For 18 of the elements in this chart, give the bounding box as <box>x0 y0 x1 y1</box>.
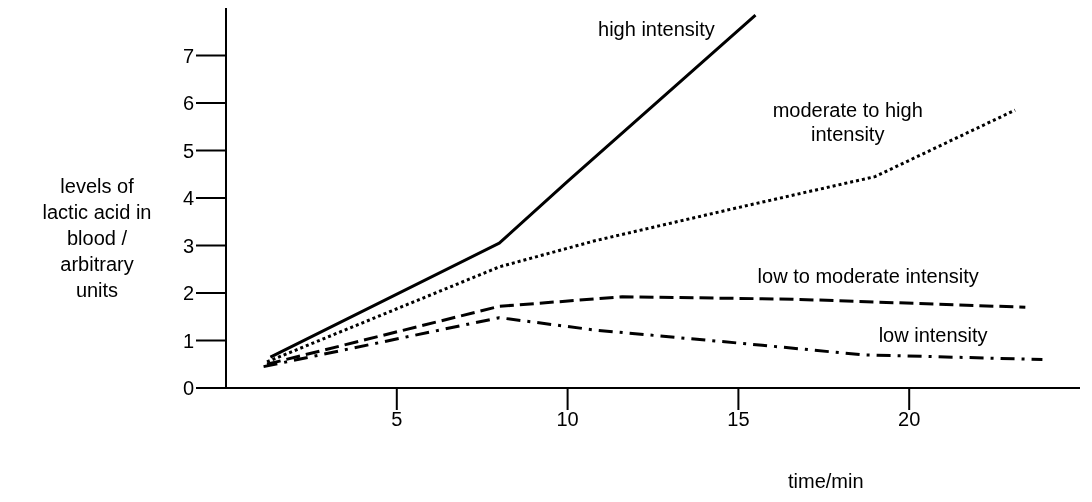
x-tick-label: 10 <box>556 408 579 431</box>
y-tick-label: 3 <box>182 234 194 257</box>
y-axis-title: levels of lactic acid in blood / arbitrary units <box>41 174 153 303</box>
y-tick-label: 4 <box>182 187 194 210</box>
series-label: moderate to high intensity <box>772 99 923 145</box>
series-label: low to moderate intensity <box>757 264 979 287</box>
y-tick-label: 6 <box>182 92 194 115</box>
x-tick-label: 20 <box>898 408 921 431</box>
x-axis-title: time/min <box>788 470 864 493</box>
series-label: high intensity <box>598 18 715 41</box>
y-tick-label: 7 <box>182 44 194 67</box>
y-tick-label: 5 <box>182 139 194 162</box>
series-label: low intensity <box>878 323 988 346</box>
x-tick-label: 15 <box>727 408 750 431</box>
x-tick-label: 5 <box>391 408 403 431</box>
y-tick-label: 2 <box>182 282 194 305</box>
y-tick-label: 0 <box>182 377 194 400</box>
y-tick-label: 1 <box>182 329 194 352</box>
